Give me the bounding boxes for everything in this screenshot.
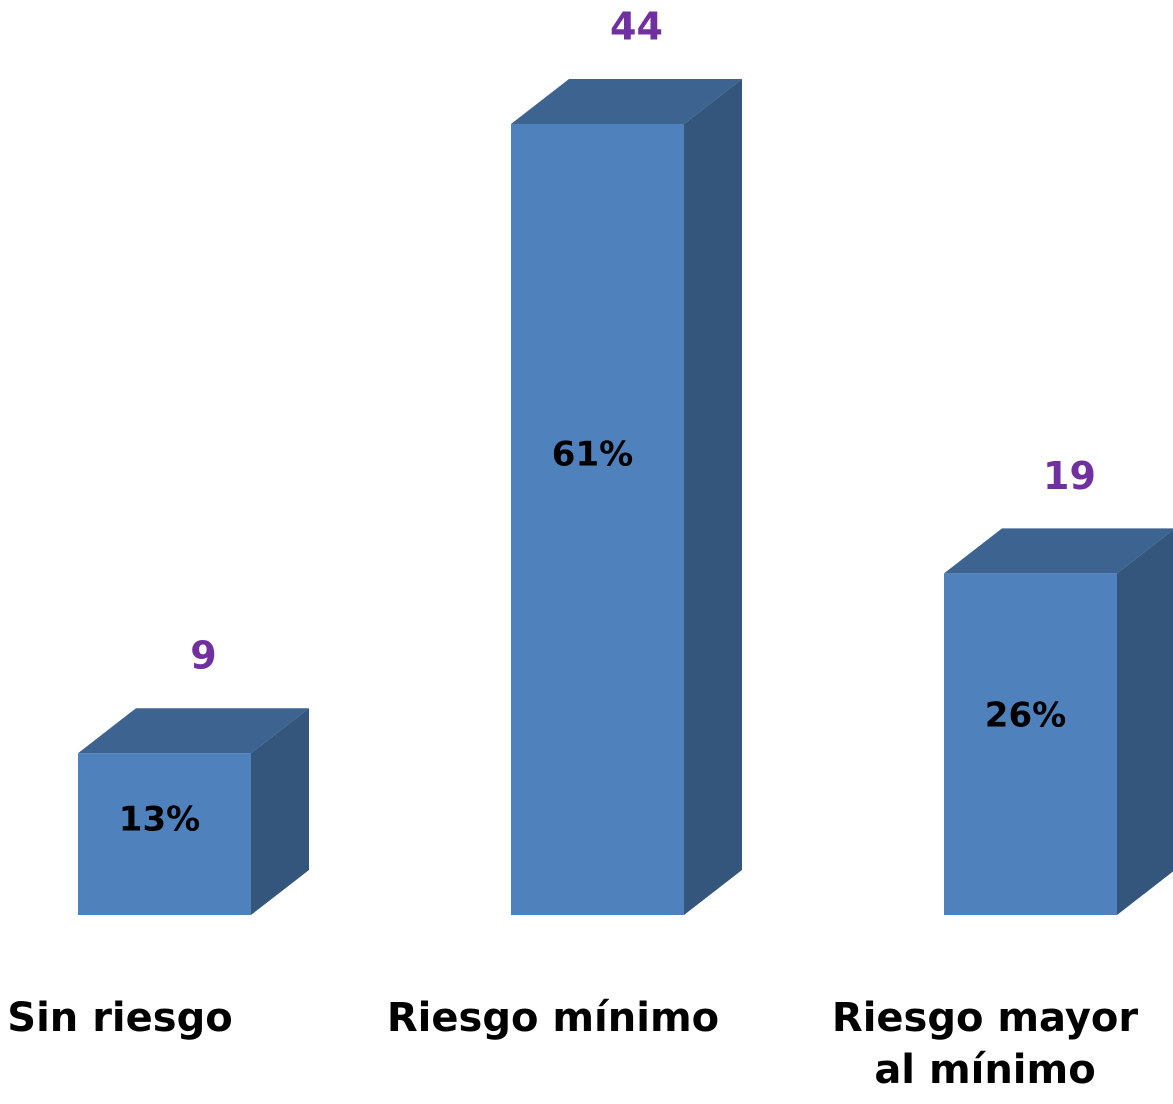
bar (944, 573, 1117, 915)
x-tick-label: Sin riesgo (7, 995, 233, 1041)
share-label: 61% (552, 435, 633, 475)
bar-side (251, 708, 309, 915)
bar-side (684, 79, 742, 915)
value-label: 44 (610, 5, 663, 49)
bar (511, 124, 684, 915)
value-label: 9 (190, 634, 216, 678)
share-label: 13% (119, 800, 200, 840)
value-label: 19 (1043, 454, 1096, 498)
share-label: 26% (985, 695, 1066, 735)
bar (78, 753, 251, 915)
x-tick-label: Riesgo mínimo (386, 995, 720, 1041)
x-tick-label: Riesgo mayor al mínimo (831, 995, 1139, 1093)
bar-top (511, 79, 742, 124)
bar-side (1117, 529, 1173, 915)
bar-top (944, 528, 1173, 574)
bar-top (78, 708, 309, 754)
